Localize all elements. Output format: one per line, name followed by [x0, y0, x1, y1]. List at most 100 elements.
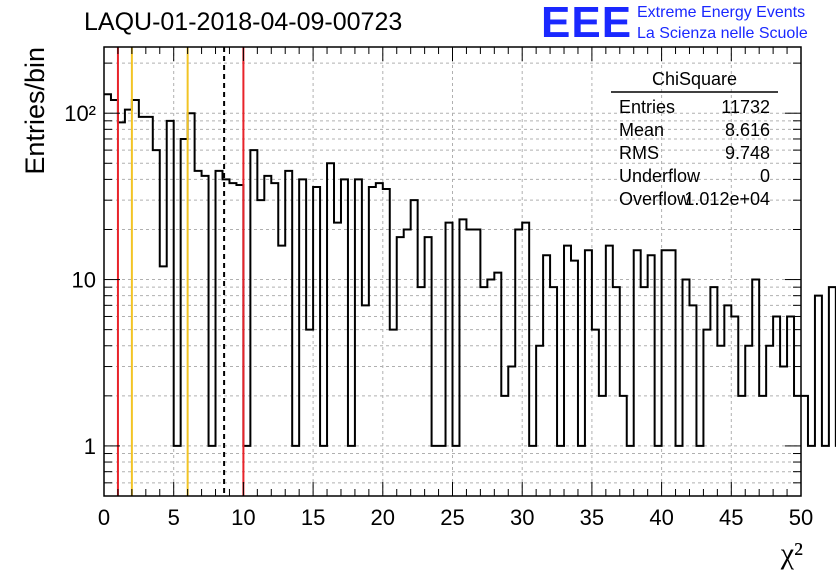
histogram-bin	[648, 255, 655, 496]
eee-logo: EEE	[541, 0, 633, 47]
histogram-bin	[745, 346, 752, 496]
histogram-bin	[250, 150, 257, 496]
histogram-bin	[341, 179, 348, 496]
histogram-bin	[355, 179, 362, 496]
histogram-bin	[627, 446, 634, 496]
histogram-bin	[620, 396, 627, 496]
stats-value: 0	[760, 166, 770, 186]
histogram-bin	[466, 229, 473, 496]
x-tick-label: 0	[98, 505, 110, 530]
histogram-bin	[202, 176, 209, 496]
histogram-bin	[174, 446, 181, 496]
histogram-bin	[243, 446, 250, 496]
histogram-bin	[271, 183, 278, 496]
y-tick-label: 10²	[64, 101, 96, 126]
histogram-bin	[634, 250, 641, 496]
histogram-bin	[320, 446, 327, 496]
histogram-bin	[376, 183, 383, 496]
histogram-bin	[564, 246, 571, 496]
histogram-bin	[453, 446, 460, 496]
histogram-bin	[306, 330, 313, 496]
histogram-bin	[543, 255, 550, 496]
stats-value: 1.012e+04	[684, 189, 770, 209]
histogram-bin	[529, 446, 536, 496]
histogram-bin	[348, 446, 355, 496]
histogram-bin	[808, 446, 815, 496]
histogram-bin	[139, 117, 146, 496]
histogram-bin	[696, 446, 703, 496]
histogram-bin	[557, 446, 564, 496]
histogram-bin	[822, 446, 829, 496]
x-tick-label: 40	[649, 505, 673, 530]
histogram-bin	[683, 280, 690, 496]
histogram-bin	[459, 219, 466, 496]
histogram-bin	[780, 367, 787, 496]
histogram-bin	[724, 305, 731, 496]
histogram-bin	[292, 446, 299, 496]
stats-title: ChiSquare	[652, 69, 737, 89]
histogram-bin	[425, 237, 432, 496]
histogram-bin	[801, 396, 808, 496]
stats-value: 9.748	[725, 143, 770, 163]
y-axis-title: Entries/bin	[20, 47, 50, 175]
histogram-bin	[229, 183, 236, 496]
histogram-bin	[662, 250, 669, 496]
histogram-bin	[446, 223, 453, 496]
histogram-bin	[167, 121, 174, 496]
stats-label: Mean	[619, 120, 664, 140]
histogram-bin	[236, 185, 243, 496]
histogram-bin	[766, 346, 773, 496]
histogram-outline	[104, 93, 836, 447]
histogram-bin	[641, 287, 648, 496]
logo-caption-line1: Extreme Energy Events	[637, 4, 806, 21]
x-axis-title: χ²	[780, 537, 803, 570]
histogram-bin	[473, 229, 480, 496]
histogram-bin	[397, 237, 404, 496]
histogram-bin	[599, 396, 606, 496]
x-tick-label: 30	[510, 505, 534, 530]
histogram-bin	[585, 250, 592, 496]
histogram-bin	[125, 110, 132, 496]
stats-value: 11732	[721, 97, 770, 117]
histogram-bin	[592, 330, 599, 496]
histogram-bin	[787, 316, 794, 496]
histogram-bin	[195, 171, 202, 496]
histogram-bin	[655, 446, 662, 496]
histogram-bin	[369, 187, 376, 496]
histogram-bin	[160, 266, 167, 496]
histogram-bin	[717, 346, 724, 496]
x-tick-label: 15	[301, 505, 325, 530]
histogram-bin	[285, 171, 292, 496]
histogram-bin	[536, 346, 543, 496]
stats-value: 8.616	[725, 120, 770, 140]
x-tick-label: 50	[789, 505, 813, 530]
y-tick-label: 1	[84, 434, 96, 459]
histogram-bin	[383, 189, 390, 496]
x-tick-label: 35	[580, 505, 604, 530]
histogram-bin	[494, 273, 501, 496]
x-tick-label: 10	[231, 505, 255, 530]
histogram-bin	[104, 94, 111, 496]
chart-title: LAQU-01-2018-04-09-00723	[84, 8, 403, 36]
histogram-bin	[773, 316, 780, 496]
histogram-bin	[752, 280, 759, 496]
x-tick-label: 5	[168, 505, 180, 530]
histogram-bin	[257, 200, 264, 496]
stats-label: Overflow	[619, 189, 691, 209]
histogram-bin	[738, 396, 745, 496]
histogram-bin	[118, 122, 125, 496]
y-tick-label: 10	[72, 268, 96, 293]
histogram-bin	[689, 305, 696, 496]
histogram-bin	[278, 246, 285, 496]
histogram-bin	[522, 223, 529, 496]
histogram-bin	[508, 367, 515, 496]
histogram-bin	[550, 287, 557, 496]
histogram-bin	[571, 261, 578, 496]
histogram-bin	[815, 296, 822, 496]
histogram-bin	[613, 287, 620, 496]
histogram-bin	[390, 330, 397, 496]
histogram-bin	[829, 287, 836, 496]
histogram-bin	[676, 446, 683, 496]
